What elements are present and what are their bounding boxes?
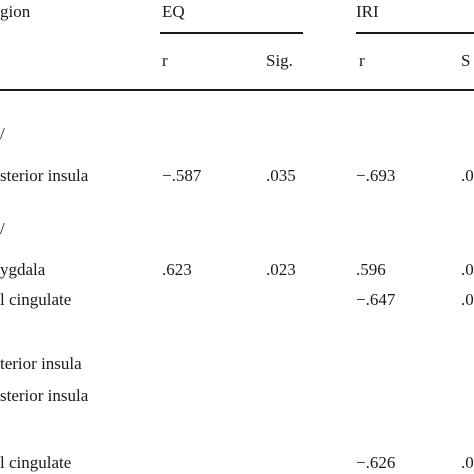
row-label: l cingulate xyxy=(0,290,72,309)
row-label: sterior insula xyxy=(0,166,89,185)
header-r-iri: r xyxy=(359,51,365,70)
cell-iri-r: −.626 xyxy=(356,453,396,472)
row-label: / xyxy=(0,124,5,143)
cell-iri-sig: .0 xyxy=(461,166,474,185)
cell-eq-r: −.587 xyxy=(162,166,202,185)
header-bottom-rule xyxy=(0,89,474,91)
row-label: / xyxy=(0,219,5,238)
header-region: gion xyxy=(0,2,31,21)
cell-eq-sig: .035 xyxy=(266,166,296,185)
cell-iri-r: −.693 xyxy=(356,166,396,185)
row-label: terior insula xyxy=(0,354,82,373)
cell-iri-sig: .0 xyxy=(461,453,474,472)
header-iri: IRI xyxy=(356,2,379,21)
cell-iri-sig: .0 xyxy=(461,290,474,309)
cell-eq-sig: .023 xyxy=(266,260,296,279)
cell-iri-r: −.647 xyxy=(356,290,396,309)
cell-iri-r: .596 xyxy=(356,260,386,279)
row-label: l cingulate xyxy=(0,453,72,472)
header-sig-iri: S xyxy=(461,51,471,70)
iri-group-rule xyxy=(356,32,474,34)
cell-iri-sig: .0 xyxy=(461,260,474,279)
row-label: sterior insula xyxy=(0,386,89,405)
eq-group-rule xyxy=(160,32,303,34)
header-r-eq: r xyxy=(162,51,168,70)
header-sig-eq: Sig. xyxy=(266,51,293,70)
header-eq: EQ xyxy=(162,2,185,21)
row-label: ygdala xyxy=(0,260,46,279)
cell-eq-r: .623 xyxy=(162,260,192,279)
